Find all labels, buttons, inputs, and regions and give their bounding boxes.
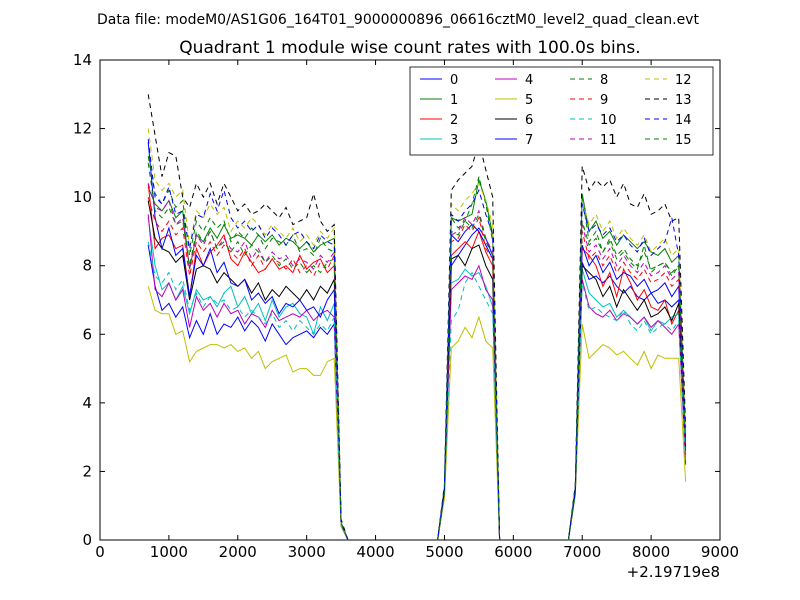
- y-tick-label: 8: [82, 257, 92, 275]
- series-10-segment-3: [567, 282, 687, 541]
- y-tick-label: 10: [73, 188, 92, 206]
- x-tick-label: 8000: [632, 543, 670, 561]
- series-11-segment-3: [567, 224, 687, 541]
- series-14-segment-3: [567, 203, 687, 541]
- series-8-segment-3: [567, 197, 687, 541]
- legend-label-0: 0: [450, 73, 458, 88]
- x-tick-label: 7000: [563, 543, 601, 561]
- series-11-segment-2: [437, 209, 501, 541]
- legend-label-15: 15: [675, 133, 692, 148]
- series-4-segment-1: [147, 214, 349, 541]
- series-2-segment-3: [567, 247, 687, 541]
- series-9-segment-1: [147, 196, 349, 541]
- series-7-segment-3: [567, 244, 687, 541]
- legend-label-11: 11: [600, 133, 617, 148]
- series-13-segment-2: [437, 140, 501, 541]
- series-8-segment-1: [147, 155, 349, 541]
- series-9-segment-3: [567, 231, 687, 541]
- plot-frame: [99, 59, 721, 541]
- series-10-segment-1: [147, 241, 349, 541]
- legend-label-5: 5: [525, 93, 533, 108]
- x-offset-label: +2.19719e8: [627, 563, 720, 581]
- series-13-segment-1: [147, 94, 349, 541]
- series-6-segment-1: [147, 200, 349, 541]
- series-12-segment-1: [147, 128, 349, 541]
- x-tick-label: 5000: [425, 543, 463, 561]
- series-7-segment-1: [147, 142, 349, 541]
- series-3-segment-3: [567, 268, 687, 541]
- x-tick-label: 6000: [494, 543, 532, 561]
- legend-label-6: 6: [525, 113, 533, 128]
- y-tick-label: 4: [82, 394, 92, 412]
- legend-label-2: 2: [450, 113, 458, 128]
- series-14-segment-1: [147, 138, 349, 541]
- legend-label-4: 4: [525, 73, 533, 88]
- series-12-segment-2: [437, 182, 501, 541]
- series-5-segment-3: [567, 323, 687, 541]
- legend-label-1: 1: [450, 93, 458, 108]
- legend-label-13: 13: [675, 93, 692, 108]
- legend-label-8: 8: [600, 73, 608, 88]
- series-0-segment-1: [147, 245, 349, 541]
- y-tick-label: 14: [73, 51, 92, 69]
- series-15-segment-3: [567, 220, 687, 541]
- series-12-segment-3: [567, 200, 687, 541]
- series-4-segment-3: [567, 279, 687, 541]
- axis-ticks: 0 1000 2000 3000 4000 5000 6000 7000 8000 9000 0 2 4…: [73, 51, 739, 561]
- series-15-segment-1: [147, 162, 349, 541]
- legend-label-9: 9: [600, 93, 608, 108]
- series-4-segment-2: [437, 264, 501, 541]
- legend-box: [409, 66, 714, 156]
- y-tick-label: 2: [82, 462, 92, 480]
- series-3-segment-1: [147, 217, 349, 541]
- series-5-segment-1: [147, 286, 349, 541]
- x-tick-label: 3000: [288, 543, 326, 561]
- series-layer: [147, 94, 687, 541]
- series-6-segment-3: [567, 264, 687, 541]
- series-0-segment-3: [567, 262, 687, 541]
- datafile-title: Data file: modeM0/AS1G06_164T01_90000008…: [97, 12, 699, 28]
- legend-label-10: 10: [600, 113, 617, 128]
- series-5-segment-2: [437, 315, 501, 541]
- x-tick-label: 0: [95, 543, 105, 561]
- series-8-segment-2: [437, 176, 501, 541]
- x-tick-label: 4000: [356, 543, 394, 561]
- y-tick-label: 0: [82, 531, 92, 549]
- series-1-segment-1: [147, 186, 349, 541]
- x-tick-label: 2000: [219, 543, 257, 561]
- x-tick-label: 1000: [150, 543, 188, 561]
- y-tick-label: 6: [82, 325, 92, 343]
- legend-label-14: 14: [675, 113, 692, 128]
- series-13-segment-3: [567, 166, 687, 541]
- series-1-segment-3: [567, 193, 687, 541]
- x-tick-label: 9000: [701, 543, 739, 561]
- legend-label-7: 7: [525, 133, 533, 148]
- legend-label-12: 12: [675, 73, 692, 88]
- legend-label-3: 3: [450, 133, 458, 148]
- y-tick-label: 12: [73, 120, 92, 138]
- chart-title: Quadrant 1 module wise count rates with …: [179, 38, 640, 58]
- series-15-segment-2: [437, 212, 501, 541]
